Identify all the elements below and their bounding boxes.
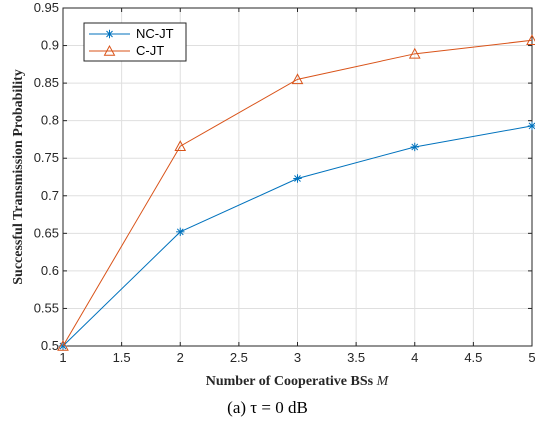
y-axis-label: Successful Transmission Probability (11, 69, 26, 284)
data-point-nc-jt (527, 121, 535, 131)
legend-label-nc-jt: NC-JT (136, 26, 174, 41)
legend-marker-symbol (103, 44, 116, 56)
y-tick-label: 0.95 (34, 0, 59, 15)
x-tick-label: 3 (294, 350, 301, 365)
legend: NC-JT C-JT (83, 22, 187, 62)
legend-marker-c-jt (103, 44, 116, 56)
x-tick-label: 1.5 (113, 350, 131, 365)
x-tick-label: 2 (177, 350, 184, 365)
data-point-c-jt (408, 47, 421, 59)
x-tick-label: 1 (59, 350, 66, 365)
data-point-c-jt (291, 73, 304, 85)
y-tick-label: 0.85 (34, 75, 59, 90)
data-point-nc-jt (410, 142, 419, 152)
y-tick-label: 0.8 (41, 113, 59, 128)
x-tick-label: 4.5 (464, 350, 482, 365)
data-point-c-jt (174, 140, 187, 151)
y-tick-label: 0.5 (41, 338, 59, 353)
y-tick-label: 0.7 (41, 188, 59, 203)
data-point-nc-jt (176, 227, 185, 237)
y-tick-label: 0.6 (41, 263, 59, 278)
legend-marker-nc-jt (105, 29, 114, 39)
legend-label-c-jt: C-JT (136, 43, 164, 58)
x-tick-label: 3.5 (347, 350, 365, 365)
figure-caption: (a) τ = 0 dB (227, 398, 308, 417)
y-tick-label: 0.65 (34, 225, 59, 240)
data-point-nc-jt (293, 174, 302, 183)
x-axis-ticks: 1 1.5 2 2.5 3 3.5 4 4.5 5 (59, 8, 535, 365)
y-tick-label: 0.55 (34, 300, 59, 315)
legend-marker-symbol (105, 29, 114, 39)
x-axis-label: Number of Cooperative BSs M (206, 374, 390, 389)
series-group (57, 34, 535, 351)
x-tick-label: 5 (528, 350, 535, 365)
chart: 1 1.5 2 2.5 3 3.5 4 4.5 5 0.50.550.60.650.70.750… (11, 0, 535, 389)
x-tick-label: 4 (411, 350, 418, 365)
x-tick-label: 2.5 (230, 350, 248, 365)
data-point-c-jt (57, 339, 69, 351)
y-tick-label: 0.75 (34, 150, 59, 165)
series-line-c-jt (62, 39, 533, 347)
legend-box (83, 22, 187, 62)
y-axis-ticks: 0.5 0.55 0.6 0.65 0.7 0.75 0.8 0.85 0.9 0.95 (34, 0, 532, 353)
y-tick-label: 0.9 (41, 38, 59, 53)
